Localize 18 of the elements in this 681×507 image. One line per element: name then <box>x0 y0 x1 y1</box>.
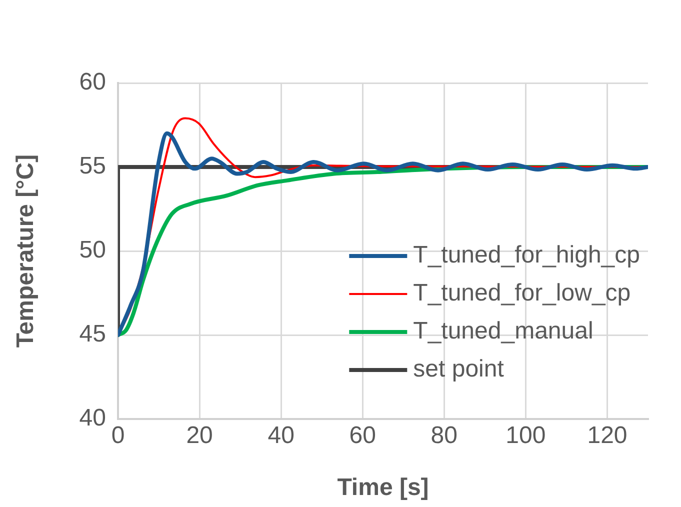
x-tick-label: 0 <box>111 422 125 450</box>
y-tick-label: 50 <box>79 236 106 264</box>
x-tick-label: 120 <box>587 422 628 450</box>
legend-label: set point <box>413 356 504 383</box>
x-tick-label: 20 <box>186 422 213 450</box>
x-tick-label: 80 <box>430 422 458 450</box>
x-tick-label: 60 <box>349 422 376 450</box>
x-tick-label: 100 <box>506 422 546 450</box>
y-tick-label: 40 <box>79 404 106 432</box>
x-tick-label: 40 <box>268 422 294 450</box>
y-tick-label: 55 <box>79 152 106 180</box>
legend-label: T_tuned_for_low_cp <box>413 280 631 307</box>
legend-label: T_tuned_for_high_cp <box>413 242 640 269</box>
y-tick-label: 60 <box>79 68 106 96</box>
legend-label: T_tuned_manual <box>413 318 594 345</box>
x-axis-title: Time [s] <box>337 474 429 502</box>
y-axis-title: Temperature [°C] <box>12 154 40 348</box>
y-tick-label: 45 <box>79 320 106 348</box>
